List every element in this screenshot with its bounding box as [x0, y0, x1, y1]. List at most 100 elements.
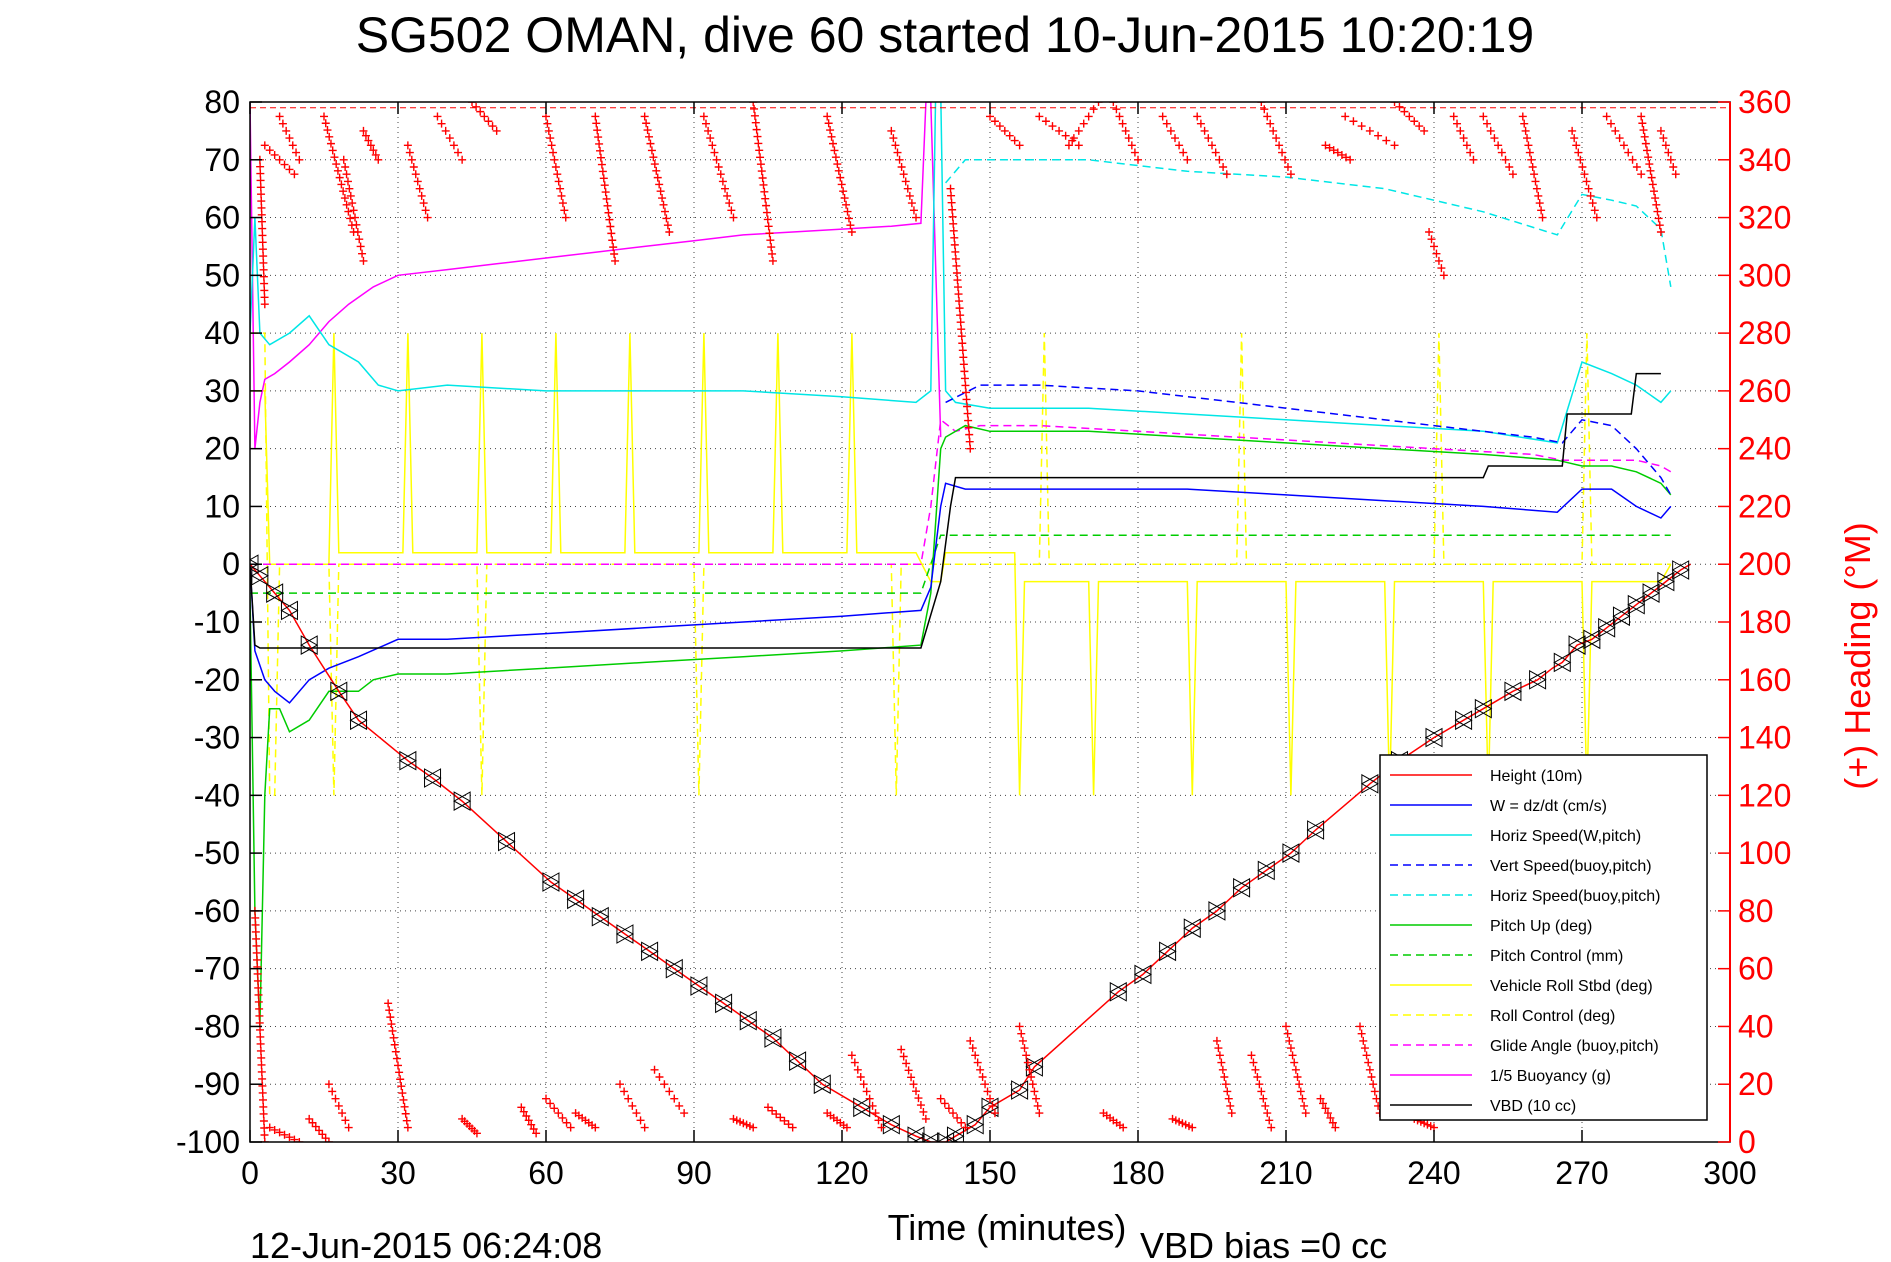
- heading-point: [611, 256, 620, 265]
- heading-point: [454, 148, 463, 157]
- heading-point: [948, 205, 957, 214]
- heading-point: [423, 213, 432, 222]
- heading-point: [1356, 1022, 1364, 1031]
- heading-point: [758, 173, 767, 182]
- heading-point: [1505, 163, 1514, 171]
- heading-point: [957, 332, 966, 341]
- heading-point: [772, 1110, 781, 1119]
- heading-point: [1427, 235, 1436, 244]
- heading-point: [1015, 141, 1024, 150]
- heading-point: [962, 395, 971, 404]
- heading-point: [1275, 141, 1284, 150]
- y-tick-label: -50: [194, 835, 240, 871]
- heading-point: [1281, 155, 1290, 164]
- heading-point: [1525, 148, 1534, 157]
- height-marker: [739, 1010, 757, 1031]
- heading-point: [764, 222, 773, 231]
- heading-point: [899, 1052, 908, 1061]
- heading-point: [1531, 177, 1540, 186]
- heading-point: [364, 136, 373, 145]
- heading-point: [1405, 112, 1414, 121]
- height-marker: [615, 924, 634, 944]
- height-marker: [763, 1028, 782, 1048]
- heading-point: [1523, 134, 1532, 143]
- heading-point: [1578, 163, 1587, 171]
- height-marker: [1582, 629, 1601, 650]
- heading-point: [659, 200, 668, 209]
- heading-point: [952, 268, 961, 277]
- heading-point: [956, 311, 965, 320]
- y-tick-label: -30: [194, 720, 240, 756]
- heading-point: [1615, 134, 1624, 143]
- heading-point: [290, 170, 299, 179]
- heading-point: [907, 199, 916, 208]
- heading-point: [963, 409, 972, 418]
- heading-point: [1247, 1051, 1256, 1060]
- height-marker: [1568, 635, 1586, 655]
- heading-point: [846, 221, 855, 230]
- heading-point: [616, 1080, 624, 1089]
- heading-point: [256, 1039, 265, 1048]
- heading-point: [1112, 105, 1121, 114]
- heading-point: [1023, 1058, 1032, 1067]
- heading-point: [1425, 228, 1434, 236]
- heading-point: [1018, 1036, 1027, 1045]
- y-tick-label: 0: [222, 546, 240, 582]
- heading-point: [1020, 1044, 1029, 1053]
- height-marker: [1306, 820, 1325, 840]
- heading-point: [251, 927, 260, 936]
- heading-point: [1390, 102, 1399, 106]
- height-marker: [1158, 941, 1177, 962]
- heading-point: [519, 1107, 528, 1116]
- heading-point: [374, 155, 383, 164]
- heading-point: [288, 141, 297, 150]
- heading-point: [257, 1067, 266, 1076]
- heading-point: [960, 374, 969, 383]
- heading-point: [1382, 136, 1391, 145]
- heading-point: [1022, 1051, 1031, 1060]
- heading-point: [1257, 102, 1266, 106]
- heading-point: [907, 1073, 916, 1082]
- heading-point: [344, 1123, 353, 1132]
- right-axis-label: (+) Heading (°M): [1837, 522, 1878, 789]
- heading-point: [1611, 126, 1620, 135]
- heading-point: [1497, 148, 1506, 157]
- heading-point: [1074, 126, 1083, 135]
- legend-entry: Height (10m): [1490, 768, 1582, 785]
- heading-point: [260, 300, 269, 309]
- heading-point: [560, 206, 569, 215]
- heading-point: [251, 920, 260, 929]
- heading-point: [1223, 1087, 1232, 1096]
- heading-point: [909, 1080, 918, 1089]
- heading-point: [1291, 1065, 1300, 1074]
- heading-point: [1089, 105, 1098, 114]
- y-tick-label: -10: [194, 604, 240, 640]
- heading-point: [1664, 148, 1673, 157]
- heading-point: [411, 170, 420, 179]
- heading-point: [948, 212, 957, 221]
- y-tick-label: 20: [204, 431, 240, 467]
- heading-point: [847, 1051, 856, 1060]
- heading-point: [433, 112, 442, 121]
- heading-point: [768, 256, 777, 265]
- heading-point: [292, 148, 301, 157]
- legend-box: [1379, 754, 1708, 1121]
- heading-point: [653, 173, 662, 182]
- heading-point: [258, 1074, 267, 1083]
- heading-point: [324, 1080, 333, 1089]
- heading-point: [1437, 264, 1446, 273]
- heading-point: [1204, 134, 1213, 143]
- heading-point: [1365, 126, 1374, 135]
- heading-point: [859, 1080, 868, 1089]
- heading-point: [339, 155, 348, 164]
- heading-point: [912, 213, 920, 222]
- right-tick-label: 360: [1738, 84, 1791, 120]
- heading-point: [546, 134, 555, 143]
- heading-point: [596, 153, 605, 162]
- heading-point: [756, 160, 765, 169]
- heading-point: [871, 1109, 880, 1118]
- heading-point: [865, 1094, 874, 1103]
- heading-point: [260, 293, 269, 302]
- heading-point: [599, 174, 608, 183]
- x-tick-label: 90: [676, 1155, 712, 1191]
